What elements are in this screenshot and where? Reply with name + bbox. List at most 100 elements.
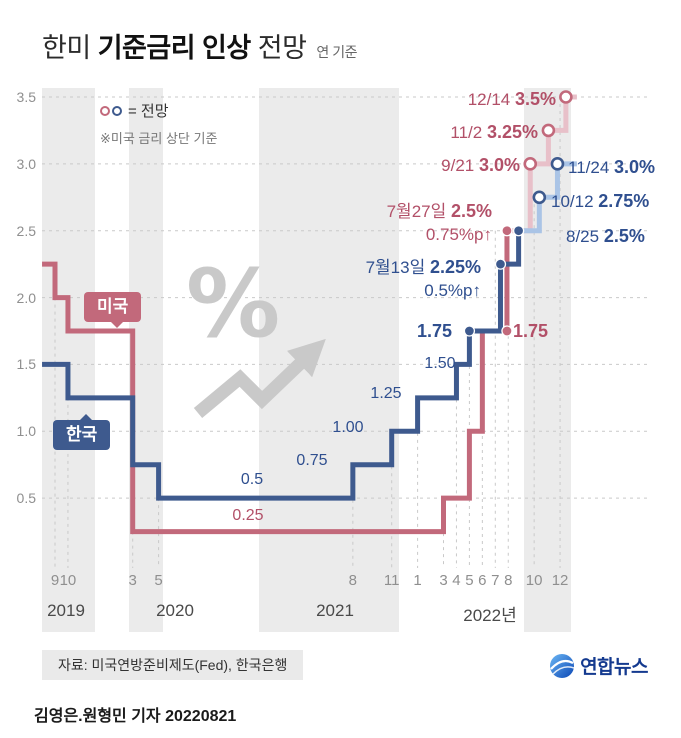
annotation-text: 2.5% (450, 201, 492, 221)
yonhap-logo-text: 연합뉴스 (580, 657, 648, 678)
annotation-kr: 1.75 (417, 320, 452, 343)
title-unit-note: 연 기준 (316, 44, 357, 60)
kr-bubble-text: 한국 (66, 425, 98, 444)
annotation-us: 1.75 (513, 320, 548, 343)
background-band (259, 88, 399, 632)
rate-value-label: 1.25 (370, 385, 402, 402)
legend-note: ※미국 금리 상단 기준 (100, 131, 218, 146)
us-rate-point (501, 225, 513, 237)
title-main: 기준금리 인상 (97, 33, 252, 63)
rate-value-label: 0.5 (240, 471, 264, 488)
us-rate-line (42, 230, 510, 535)
percent-watermark: % (186, 250, 281, 359)
rate-value-label: 0.75 (296, 452, 328, 469)
legend-label: = 전망 (128, 103, 169, 120)
x-axis-label: 3 (128, 572, 137, 589)
title-post: 전망 (250, 33, 307, 63)
kr-series-label: 한국 (53, 414, 111, 450)
x-axis-label: 10 (525, 572, 543, 589)
us-forecast-point (541, 123, 556, 138)
year-label: 2021 (316, 601, 354, 620)
x-axis-label: 8 (348, 572, 358, 589)
kr-rate-line (42, 230, 522, 501)
annotation-text: 2.25% (429, 257, 481, 277)
background-band (42, 88, 95, 632)
x-axis-label: 8 (504, 572, 513, 589)
annotation-text: 11/24 (568, 158, 615, 177)
annotation-text: 1.75 (416, 321, 452, 341)
us-rate-point (501, 325, 513, 337)
annotation-text: 0.5%p↑ (424, 281, 481, 300)
y-axis-label: 3.5 (16, 89, 36, 105)
kr-forecast-point (550, 157, 565, 171)
x-axis-label: 6 (478, 572, 487, 589)
annotation-text: 10/12 (551, 192, 599, 211)
yonhap-logo: 연합뉴스 (549, 652, 648, 679)
rate-value-label: 0.25 (232, 507, 264, 524)
year-label: 2022년 (463, 606, 517, 625)
us-forecast-point (559, 90, 573, 104)
x-axis-label: 12 (551, 572, 569, 589)
us-forecast-marker-icon (100, 105, 110, 116)
annotation-text: 7월13일 (365, 258, 430, 277)
annotation-us: 12/14 3.5% (468, 88, 556, 111)
rate-value-label: 1.50 (424, 355, 456, 372)
x-axis-label: 9 (50, 572, 60, 589)
kr-rate-point (494, 258, 507, 270)
annotation-text: 0.75%p↑ (425, 225, 492, 244)
year-label: 2019 (47, 601, 85, 620)
annotation-kr: 10/12 2.75% (551, 190, 649, 213)
annotation-text: 7월27일 (386, 202, 451, 221)
y-axis-label: 2.0 (16, 289, 36, 306)
y-axis-label: 1.0 (16, 423, 36, 440)
annotation-text: 8/25 (566, 227, 604, 246)
x-axis-label: 5 (154, 572, 163, 589)
annotation-text: 3.5% (514, 89, 556, 109)
y-axis-label: 0.5 (16, 490, 36, 507)
annotation-text: 12/14 (467, 90, 515, 109)
title-pre: 한미 (42, 33, 98, 63)
year-label: 2020 (156, 601, 194, 620)
annotation-text: 3.25% (486, 122, 538, 142)
trend-arrow-watermark (193, 338, 326, 418)
kr-forecast-marker-icon (112, 105, 122, 116)
annotation-text: 9/21 (441, 156, 479, 175)
x-axis-label: 4 (452, 572, 461, 589)
kr-forecast-point (532, 190, 547, 205)
credit-line: 김영은.원형민 기자 20220821 (34, 708, 237, 725)
yonhap-logo-icon (550, 653, 575, 678)
annotation-kr: 0.5%p↑ (424, 280, 481, 302)
annotation-kr: 11/24 3.0% (568, 156, 655, 179)
x-axis-label: 11 (383, 572, 400, 589)
kr-rate-point (463, 325, 476, 337)
us-forecast-point (523, 157, 538, 171)
annotation-us: 9/21 3.0% (441, 154, 520, 177)
annotation-kr: 7월13일 2.25% (366, 256, 481, 279)
source-text: 자료: 미국연방준비제도(Fed), 한국은행 (42, 650, 304, 680)
annotation-us: 11/2 3.25% (450, 121, 538, 144)
rate-value-label: 1.00 (332, 419, 364, 436)
x-axis-label: 1 (413, 572, 422, 589)
us-bubble-text: 미국 (97, 297, 129, 316)
source-row: 자료: 미국연방준비제도(Fed), 한국은행 연합뉴스 (0, 650, 681, 684)
annotation-text: 3.0% (614, 157, 656, 177)
annotation-text: 3.0% (478, 155, 520, 175)
x-axis-label: 10 (59, 572, 77, 589)
annotation-us: 0.75%p↑ (426, 224, 492, 246)
x-axis-label: 5 (465, 572, 474, 589)
us-series-label: 미국 (84, 292, 142, 328)
y-axis-label: 2.5 (16, 222, 36, 239)
annotation-text: 2.5% (603, 226, 645, 246)
annotation-text: 1.75 (513, 321, 549, 341)
y-axis-label: 1.5 (16, 356, 36, 373)
kr-rate-point (512, 225, 525, 237)
legend: = 전망 ※미국 금리 상단 기준 (100, 100, 217, 147)
annotation-us: 7월27일 2.5% (387, 200, 492, 223)
annotation-kr: 8/25 2.5% (566, 225, 645, 248)
annotation-text: 2.75% (598, 191, 650, 211)
x-axis-label: 7 (491, 572, 500, 589)
y-axis-label: 3.0 (16, 155, 36, 172)
